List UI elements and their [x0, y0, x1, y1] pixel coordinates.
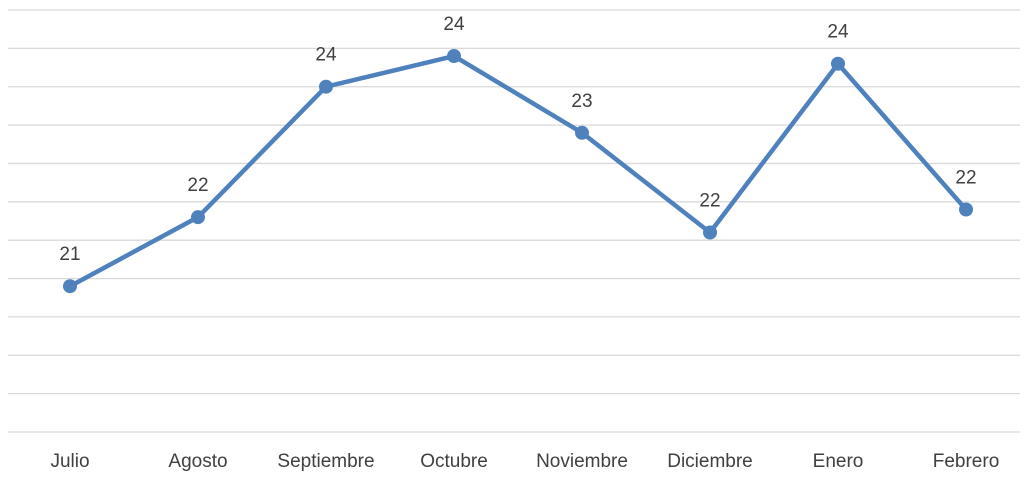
data-label: 24: [827, 22, 849, 43]
x-tick-label: Enero: [813, 451, 864, 472]
x-tick-label: Octubre: [420, 451, 488, 472]
data-label: 22: [699, 191, 720, 212]
x-tick-label: Febrero: [933, 451, 1000, 472]
x-tick-label: Noviembre: [536, 451, 628, 472]
marker: [447, 49, 461, 64]
data-label: 22: [955, 168, 976, 189]
x-tick-label: Diciembre: [667, 451, 753, 472]
marker: [959, 202, 973, 217]
data-label: 24: [315, 45, 337, 66]
marker: [191, 210, 205, 225]
line: [68, 53, 968, 289]
marker: [831, 56, 845, 71]
data-label: 21: [59, 244, 80, 265]
x-tick-label: Septiembre: [277, 451, 374, 472]
marker: [63, 279, 77, 294]
marker: [575, 125, 589, 140]
data-label: 23: [571, 91, 592, 112]
data-label: 22: [187, 175, 208, 196]
marker: [319, 79, 333, 94]
data-label: 24: [443, 14, 465, 35]
marker: [703, 225, 717, 240]
x-tick-label: Julio: [50, 451, 89, 472]
x-tick-label: Agosto: [168, 451, 227, 472]
